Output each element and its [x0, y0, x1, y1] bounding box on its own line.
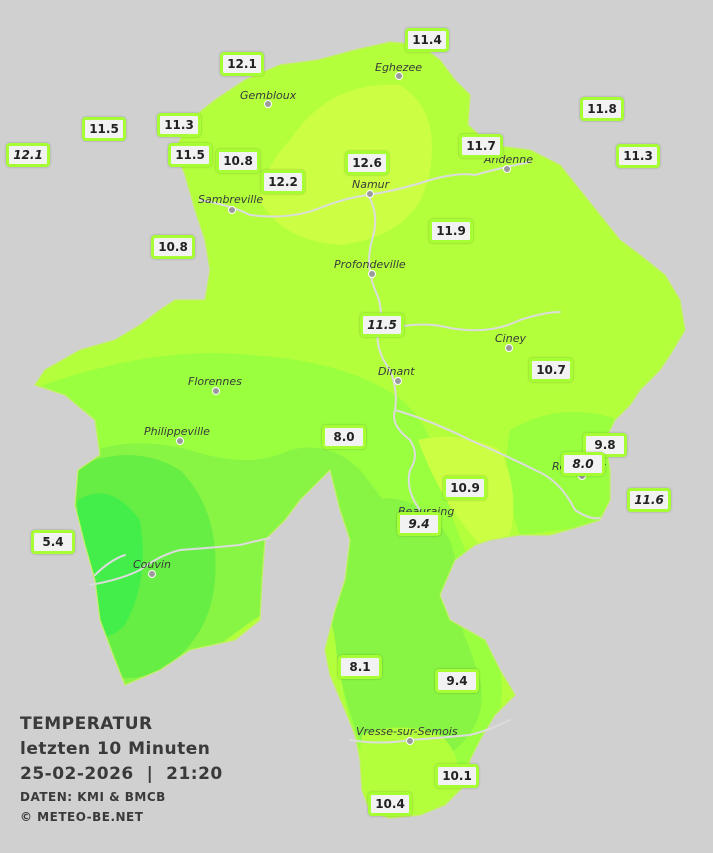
station-value: 10.7 [529, 358, 573, 382]
river-lesse [394, 409, 601, 520]
station-value: 11.7 [459, 134, 503, 158]
station-value: 10.9 [443, 476, 487, 500]
city-label: Couvin [133, 558, 171, 571]
city-label: Sambreville [198, 193, 263, 206]
city-marker [505, 344, 513, 352]
station-value: 8.1 [338, 655, 382, 679]
station-value: 11.9 [429, 219, 473, 243]
river-meuse [367, 194, 421, 511]
station-value: 12.2 [261, 170, 305, 194]
river-semois [349, 719, 511, 744]
river-bocq [384, 311, 561, 332]
legend-subtitle: letzten 10 Minuten [20, 739, 211, 759]
city-marker [176, 437, 184, 445]
city-marker [264, 100, 272, 108]
city-marker [368, 270, 376, 278]
station-value: 12.1 [6, 143, 50, 167]
river-eau-blanche [94, 554, 126, 576]
station-value: 10.8 [216, 149, 260, 173]
station-value: 10.4 [368, 792, 412, 816]
city-label: Ciney [495, 332, 526, 345]
legend: TEMPERATUR letzten 10 Minuten 25-02-2026… [20, 712, 223, 827]
city-marker [406, 737, 414, 745]
city-marker [503, 165, 511, 173]
city-label: Namur [352, 178, 391, 191]
city-marker [366, 190, 374, 198]
city-label: Florennes [188, 375, 242, 388]
station-value: 9.4 [435, 669, 479, 693]
station-value: 11.3 [157, 113, 201, 137]
city-marker [228, 206, 236, 214]
station-value: 11.5 [168, 143, 212, 167]
station-value: 12.1 [220, 52, 264, 76]
station-value: 12.6 [345, 151, 389, 175]
station-value: 10.1 [435, 764, 479, 788]
legend-datetime: 25-02-2026 | 21:20 [20, 764, 223, 784]
city-marker [212, 387, 220, 395]
legend-copyright: © METEO-BE.NET [20, 810, 144, 824]
city-label: Gembloux [240, 89, 297, 102]
station-value: 11.6 [627, 488, 671, 512]
station-value: 11.5 [360, 313, 404, 337]
city-marker [395, 72, 403, 80]
city-marker [148, 570, 156, 578]
station-value: 8.0 [322, 425, 366, 449]
zone-10-11-vresse [359, 727, 458, 812]
station-value: 11.3 [616, 144, 660, 168]
station-value: 11.5 [82, 117, 126, 141]
station-value: 8.0 [561, 452, 605, 476]
city-label: Profondeville [334, 258, 406, 271]
river-eau-noire [89, 537, 271, 586]
zone-9-10-center [358, 498, 464, 700]
city-label: Philippeville [144, 425, 210, 438]
city-marker [394, 377, 402, 385]
city-label: Vresse-sur-Semois [356, 725, 458, 738]
station-value: 11.4 [405, 28, 449, 52]
legend-source: DATEN: KMI & BMCB [20, 790, 166, 804]
station-value: 5.4 [31, 530, 75, 554]
city-label: Eghezee [375, 61, 422, 74]
station-value: 10.8 [151, 235, 195, 259]
city-label: Dinant [378, 365, 415, 378]
station-value: 9.4 [397, 512, 441, 536]
province-border [34, 41, 686, 819]
station-value: 11.8 [580, 97, 624, 121]
legend-title: TEMPERATUR [20, 714, 153, 734]
